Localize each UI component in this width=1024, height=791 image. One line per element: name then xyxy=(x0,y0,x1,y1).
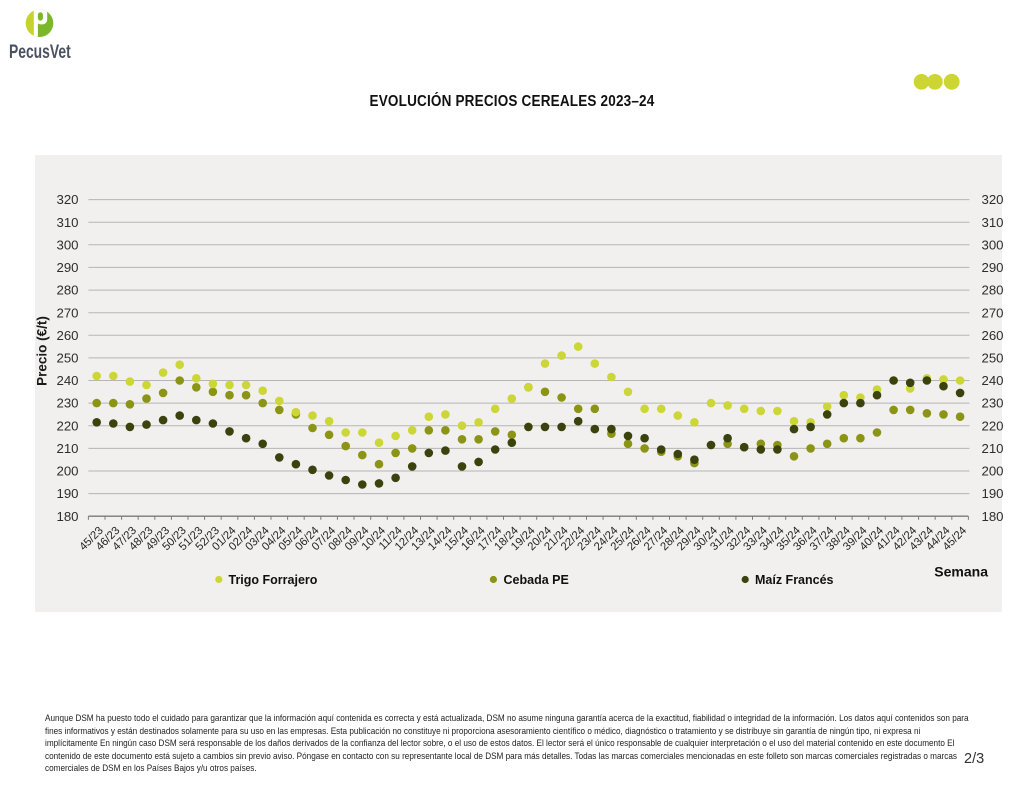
svg-text:260: 260 xyxy=(56,328,78,343)
svg-text:310: 310 xyxy=(982,215,1004,230)
svg-text:210: 210 xyxy=(982,441,1004,456)
svg-text:270: 270 xyxy=(982,305,1004,320)
svg-text:Trigo Forrajero: Trigo Forrajero xyxy=(229,573,318,587)
svg-text:320: 320 xyxy=(982,192,1004,207)
svg-text:240: 240 xyxy=(56,373,78,388)
svg-text:190: 190 xyxy=(56,486,78,501)
svg-text:290: 290 xyxy=(982,260,1004,275)
svg-text:Semana: Semana xyxy=(934,564,988,580)
svg-text:280: 280 xyxy=(982,283,1004,298)
svg-text:210: 210 xyxy=(56,441,78,456)
svg-text:Precio (€/t): Precio (€/t) xyxy=(35,316,50,386)
svg-text:220: 220 xyxy=(982,418,1004,433)
svg-text:320: 320 xyxy=(56,192,78,207)
svg-text:Maíz Francés: Maíz Francés xyxy=(755,573,834,587)
svg-text:200: 200 xyxy=(982,464,1004,479)
svg-text:300: 300 xyxy=(56,237,78,252)
svg-text:240: 240 xyxy=(982,373,1004,388)
svg-text:190: 190 xyxy=(982,486,1004,501)
svg-text:310: 310 xyxy=(56,215,78,230)
svg-text:300: 300 xyxy=(982,237,1004,252)
svg-text:230: 230 xyxy=(982,396,1004,411)
svg-text:180: 180 xyxy=(56,509,78,524)
svg-text:270: 270 xyxy=(56,305,78,320)
svg-text:280: 280 xyxy=(56,283,78,298)
svg-text:200: 200 xyxy=(56,464,78,479)
svg-text:250: 250 xyxy=(56,351,78,366)
svg-text:260: 260 xyxy=(982,328,1004,343)
svg-text:230: 230 xyxy=(56,396,78,411)
svg-text:Cebada PE: Cebada PE xyxy=(504,573,569,587)
svg-text:180: 180 xyxy=(982,509,1004,524)
svg-text:290: 290 xyxy=(56,260,78,275)
svg-text:220: 220 xyxy=(56,418,78,433)
svg-text:250: 250 xyxy=(982,351,1004,366)
